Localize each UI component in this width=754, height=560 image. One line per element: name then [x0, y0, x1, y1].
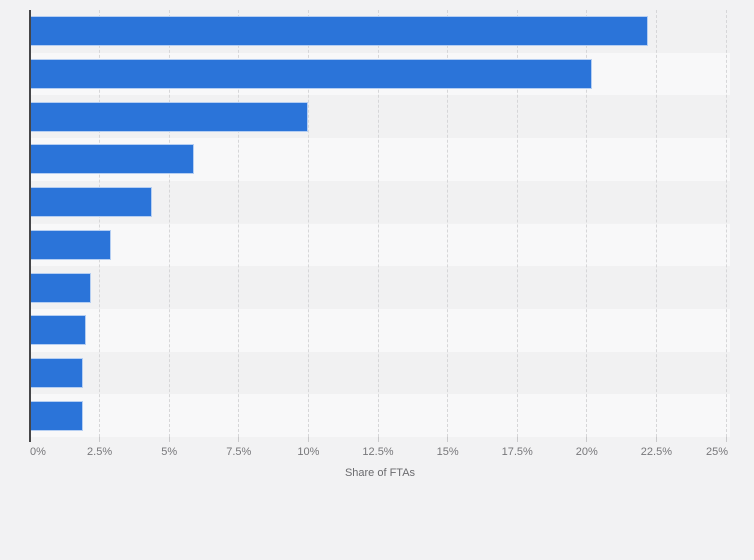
x-tick-label: 2.5% [87, 446, 113, 458]
plot-area [29, 10, 730, 442]
gridline [377, 10, 379, 437]
x-tick [99, 437, 101, 442]
gridline [725, 10, 727, 437]
row-band [30, 266, 730, 309]
x-tick [586, 437, 588, 442]
bar[interactable] [30, 101, 309, 132]
row-band [30, 351, 730, 395]
x-tick-label: 0% [30, 446, 46, 458]
gridline [307, 10, 309, 437]
bar[interactable] [30, 229, 111, 260]
bar[interactable] [30, 144, 195, 175]
x-tick [725, 437, 727, 442]
x-tick-label: 12.5% [362, 446, 394, 458]
bar[interactable] [30, 16, 649, 47]
gridline [586, 10, 588, 437]
bar[interactable] [30, 315, 86, 346]
x-tick-label: 22.5% [640, 446, 672, 458]
x-tick-label: 20% [575, 446, 598, 458]
bar[interactable] [30, 59, 593, 90]
x-tick [168, 437, 170, 442]
x-tick-label: 10% [297, 446, 320, 458]
x-axis-title: Share of FTAs [344, 467, 416, 479]
row-band [30, 308, 730, 352]
x-tick [238, 437, 240, 442]
x-tick [307, 437, 309, 442]
x-tick [655, 437, 657, 442]
bar[interactable] [30, 272, 92, 303]
gridline [655, 10, 657, 437]
bar[interactable] [30, 357, 83, 388]
bar[interactable] [30, 187, 153, 218]
x-tick [377, 437, 379, 442]
gridline [238, 10, 240, 437]
x-tick-label: 17.5% [501, 446, 533, 458]
gridline [168, 10, 170, 437]
x-tick [516, 437, 518, 442]
bar[interactable] [30, 400, 83, 431]
gridline [516, 10, 518, 437]
x-tick-label: 25% [705, 446, 728, 458]
gridline [447, 10, 449, 437]
row-band [30, 394, 730, 437]
x-tick-label: 15% [436, 446, 459, 458]
x-tick [447, 437, 449, 442]
gridline [99, 10, 101, 437]
x-tick-label: 7.5% [226, 446, 252, 458]
x-tick-label: 5% [161, 446, 178, 458]
y-axis-line [29, 10, 31, 442]
row-band [30, 223, 730, 267]
